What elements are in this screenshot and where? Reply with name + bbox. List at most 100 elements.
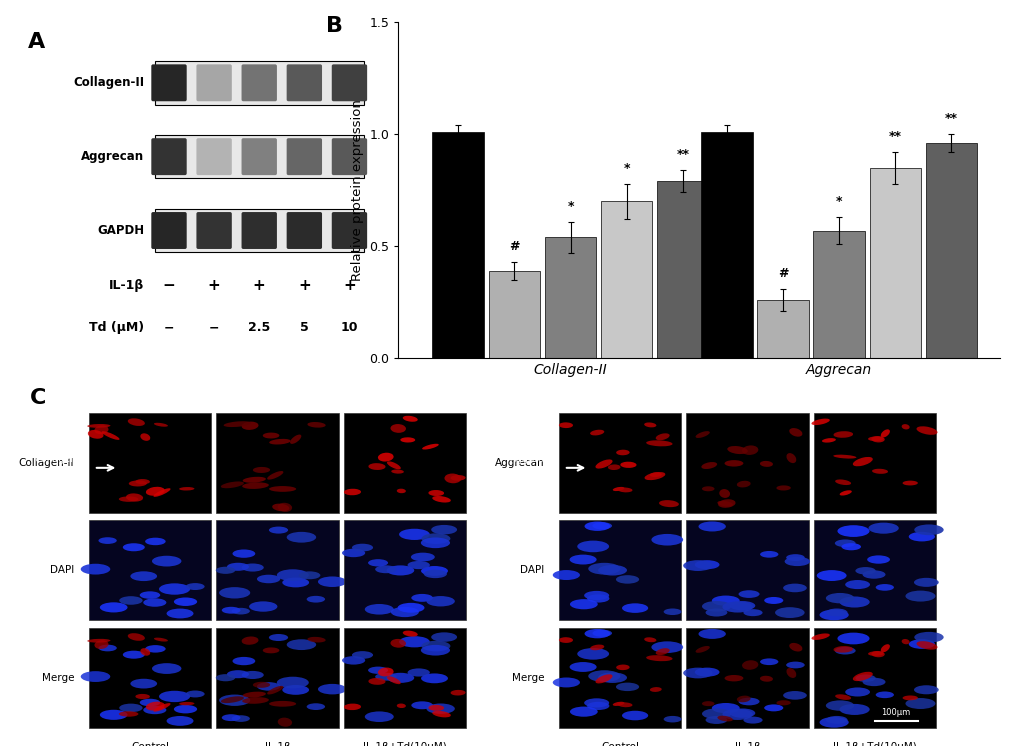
Circle shape <box>862 678 884 686</box>
Circle shape <box>622 604 647 613</box>
Ellipse shape <box>289 435 301 444</box>
Circle shape <box>269 527 287 533</box>
Circle shape <box>282 577 309 587</box>
Ellipse shape <box>590 430 603 436</box>
FancyBboxPatch shape <box>331 64 367 101</box>
Ellipse shape <box>88 424 110 427</box>
Ellipse shape <box>655 648 669 655</box>
Circle shape <box>845 580 869 589</box>
Circle shape <box>352 651 373 659</box>
Ellipse shape <box>612 487 624 491</box>
Circle shape <box>307 703 325 710</box>
Text: **: ** <box>888 131 901 143</box>
Ellipse shape <box>901 424 909 430</box>
Ellipse shape <box>901 639 909 645</box>
Circle shape <box>386 565 414 575</box>
Ellipse shape <box>775 486 790 490</box>
Ellipse shape <box>136 479 150 484</box>
Circle shape <box>231 608 250 615</box>
Circle shape <box>855 567 875 574</box>
Ellipse shape <box>432 711 450 718</box>
Ellipse shape <box>646 440 672 446</box>
Circle shape <box>318 684 346 695</box>
Ellipse shape <box>88 639 110 642</box>
FancyBboxPatch shape <box>151 64 186 101</box>
Circle shape <box>818 717 848 727</box>
Text: Td (μM): Td (μM) <box>89 322 144 334</box>
Circle shape <box>426 703 454 714</box>
Circle shape <box>834 539 855 547</box>
Circle shape <box>730 709 754 718</box>
Ellipse shape <box>723 675 743 681</box>
Y-axis label: Relative protein expression: Relative protein expression <box>351 99 363 281</box>
Bar <box>488 271 540 358</box>
Circle shape <box>683 560 712 571</box>
Circle shape <box>242 563 264 571</box>
FancyBboxPatch shape <box>286 212 322 249</box>
Circle shape <box>584 698 608 707</box>
Circle shape <box>587 702 608 710</box>
FancyBboxPatch shape <box>216 627 338 728</box>
Circle shape <box>651 642 683 653</box>
Bar <box>868 168 920 358</box>
Ellipse shape <box>867 436 882 441</box>
Ellipse shape <box>403 416 418 421</box>
Circle shape <box>845 688 869 697</box>
Text: 2.5: 2.5 <box>248 322 270 334</box>
Ellipse shape <box>595 460 612 468</box>
Text: −: − <box>209 322 219 334</box>
Circle shape <box>651 534 683 545</box>
Text: IL-1β: IL-1β <box>109 280 144 292</box>
Text: *: * <box>836 195 842 208</box>
Circle shape <box>711 703 739 713</box>
Bar <box>812 231 864 358</box>
Circle shape <box>286 532 316 542</box>
Text: Merge: Merge <box>512 673 544 683</box>
Circle shape <box>232 657 255 665</box>
Circle shape <box>867 523 898 533</box>
Ellipse shape <box>835 480 850 485</box>
Ellipse shape <box>368 463 385 470</box>
Ellipse shape <box>618 487 632 492</box>
Circle shape <box>122 651 145 659</box>
Circle shape <box>421 533 450 544</box>
Ellipse shape <box>558 422 573 428</box>
Text: Control: Control <box>131 742 169 746</box>
Ellipse shape <box>179 702 195 705</box>
Ellipse shape <box>154 638 168 642</box>
Circle shape <box>569 554 596 565</box>
Ellipse shape <box>742 445 757 455</box>
Circle shape <box>663 716 681 722</box>
Circle shape <box>721 601 752 612</box>
Ellipse shape <box>263 433 279 439</box>
Circle shape <box>216 674 235 681</box>
Circle shape <box>875 692 893 698</box>
Text: C: C <box>31 388 47 407</box>
Ellipse shape <box>153 488 170 497</box>
Circle shape <box>269 634 287 641</box>
Text: +: + <box>253 278 265 293</box>
Ellipse shape <box>916 641 936 650</box>
Ellipse shape <box>615 450 629 455</box>
Circle shape <box>143 598 166 606</box>
FancyBboxPatch shape <box>242 212 276 249</box>
Circle shape <box>81 564 110 574</box>
FancyBboxPatch shape <box>558 627 681 728</box>
Text: 100μm: 100μm <box>880 708 910 717</box>
Circle shape <box>352 544 373 551</box>
Circle shape <box>257 574 280 583</box>
Circle shape <box>100 709 127 720</box>
Ellipse shape <box>450 690 465 695</box>
Ellipse shape <box>378 453 393 462</box>
Ellipse shape <box>879 645 889 652</box>
Circle shape <box>694 560 718 569</box>
Ellipse shape <box>269 486 296 492</box>
Text: *: * <box>567 200 574 213</box>
Ellipse shape <box>391 469 404 474</box>
Ellipse shape <box>870 651 883 657</box>
Circle shape <box>341 656 365 665</box>
FancyBboxPatch shape <box>89 520 211 621</box>
Circle shape <box>398 529 429 540</box>
Circle shape <box>711 595 739 606</box>
FancyBboxPatch shape <box>343 627 466 728</box>
